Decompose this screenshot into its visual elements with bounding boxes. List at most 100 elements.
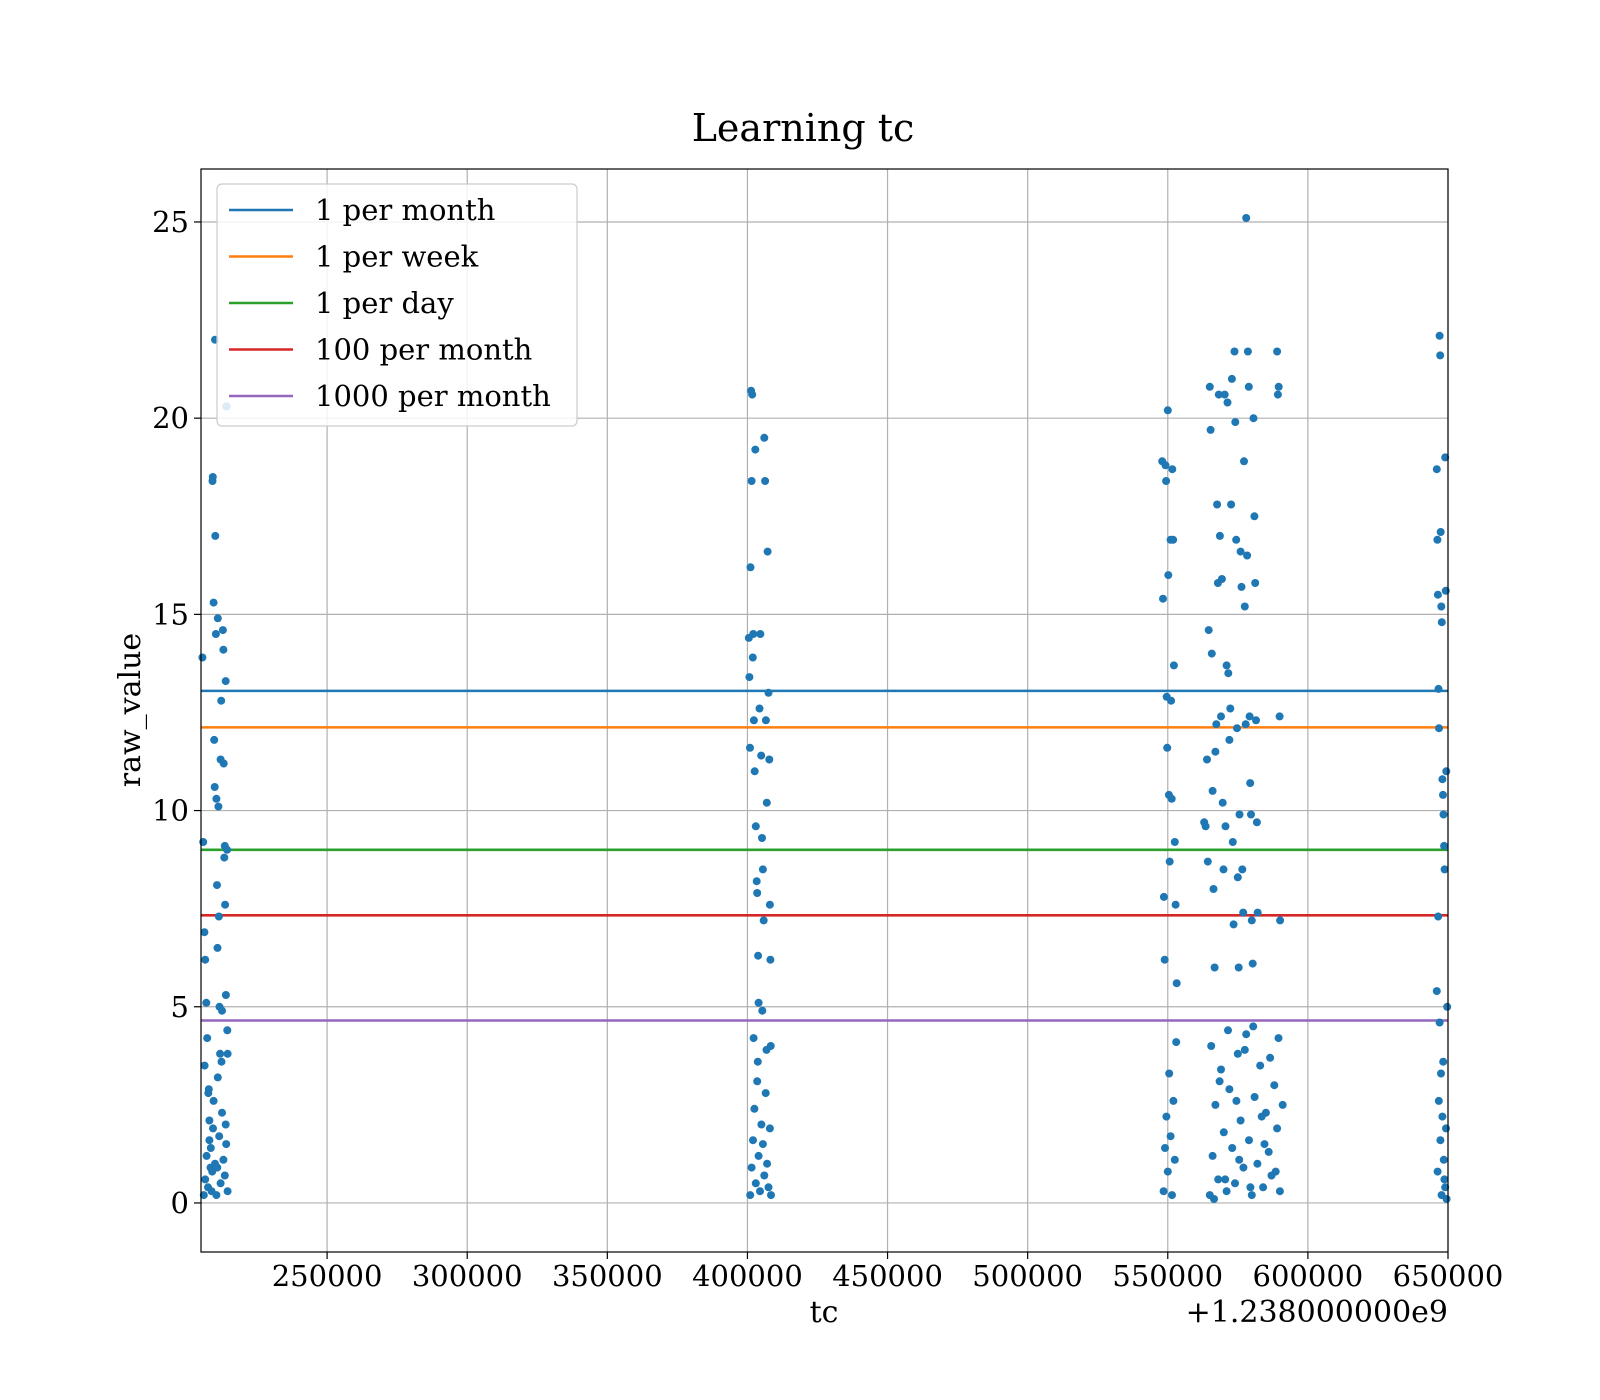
scatter-point [1222,661,1231,670]
scatter-point [1274,1034,1283,1043]
x-axis-label: tc [810,1295,839,1330]
scatter-point [1439,790,1447,799]
scatter-point [1169,1096,1178,1105]
scatter-point [1220,390,1229,399]
scatter-point [1208,786,1217,795]
scatter-point [223,1049,232,1058]
scatter-point [1166,1132,1175,1141]
scatter-point [1273,390,1282,399]
scatter-point [217,696,226,705]
scatter-point [759,916,768,925]
y-tick-label: 25 [152,205,189,239]
scatter-point [1432,465,1441,474]
scatter-point [748,390,757,399]
scatter-point [1248,959,1257,968]
scatter-point [1217,712,1225,721]
scatter-point [208,473,217,481]
scatter-point [751,1179,760,1188]
scatter-point [201,955,210,964]
scatter-point [1224,669,1233,678]
x-tick-label: 450000 [832,1259,943,1293]
scatter-point [221,900,230,909]
scatter-point [756,1187,764,1196]
scatter-point [758,1006,767,1015]
scatter-point [1441,453,1450,462]
scatter-point [1242,214,1251,222]
x-tick-label: 400000 [692,1259,803,1293]
scatter-point [1233,724,1241,733]
scatter-point [766,1042,775,1050]
legend-items: 1 per month 1 per week 1 per day 100 per mo… [229,193,551,413]
x-tick-layer: 250000 300000 350000 400000 450000 500000 5500… [272,1252,1503,1293]
scatter-point [1240,1045,1249,1054]
scatter-point [758,834,766,842]
scatter-point [1219,865,1228,874]
scatter-point [753,1057,762,1066]
scatter-point [1264,1147,1273,1156]
scatter-point [1438,775,1447,784]
scatter-point [215,1132,224,1141]
scatter-point [1172,979,1181,988]
scatter-point [1225,735,1234,744]
scatter-point [1250,1093,1259,1101]
scatter-point [1440,841,1449,850]
scatter-point [1163,743,1172,752]
scatter-point [1249,1022,1258,1031]
scatter-point [1224,1026,1232,1035]
scatter-point [1201,822,1210,831]
scatter-point [762,798,771,807]
scatter-point [1221,1175,1230,1184]
scatter-point [1163,1167,1172,1176]
scatter-point [758,1140,767,1149]
scatter-point [1162,1112,1171,1121]
y-axis-label: raw_value [113,633,148,787]
scatter-point [1165,1069,1174,1078]
scatter-point [1170,1155,1179,1164]
scatter-point [1439,1057,1448,1066]
scatter-point [1217,575,1226,583]
scatter-point [219,759,228,768]
scatter-point [1207,649,1216,658]
scatter-point [1246,779,1255,788]
scatter-point [765,755,774,764]
scatter-point [1210,963,1219,972]
scatter-point [1159,892,1168,901]
scatter-point [1439,810,1448,819]
scatter-point [1435,1018,1444,1027]
scatter-point [1275,1187,1284,1196]
scatter-point [1252,818,1261,827]
scatter-point [746,1191,755,1200]
scatter-point [1437,602,1446,611]
legend: 1 per month 1 per week 1 per day 100 per mo… [216,183,578,427]
scatter-point [1260,1140,1269,1149]
scatter-point [218,1108,226,1117]
scatter-point [1208,1151,1217,1160]
scatter-point [223,845,232,854]
scatter-point [749,1034,758,1043]
x-tick-label: 350000 [552,1259,663,1293]
scatter-point [1233,873,1242,882]
scatter-point [204,1183,212,1192]
scatter-point [1432,987,1441,996]
scatter-point [212,1191,221,1200]
scatter-point [203,1034,212,1043]
scatter-point [1169,661,1178,670]
scatter-point [1165,857,1174,866]
scatter-point [763,1159,772,1168]
scatter-point [221,677,230,686]
y-tick-layer: 0 5 10 15 20 25 [152,205,201,1220]
scatter-point [1219,1128,1228,1137]
scatter-point [1441,586,1450,595]
scatter-point [1226,704,1235,713]
scatter-point [205,1136,214,1145]
scatter-point [1239,1163,1248,1172]
scatter-point [746,743,754,752]
scatter-point [745,673,754,682]
y-tick-label: 0 [171,1186,189,1220]
scatter-point [1228,838,1237,846]
x-tick-label: 250000 [272,1259,383,1293]
scatter-point [1259,1183,1268,1192]
scatter-point [749,716,758,725]
scatter-point [763,547,772,556]
scatter-point [1257,1112,1266,1121]
